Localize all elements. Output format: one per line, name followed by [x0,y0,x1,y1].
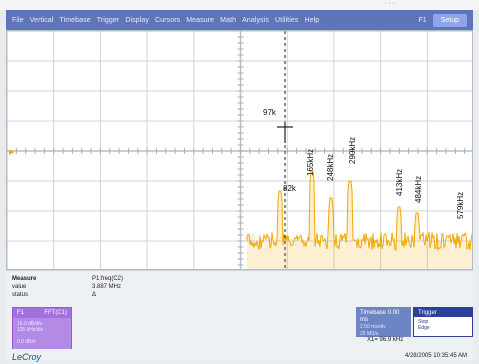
fft-trace [246,170,472,269]
measure-status-label: status [12,292,29,298]
trigger-line1: Stop [418,319,429,325]
p1-value: 3.887 MHz [92,284,122,290]
trigger-line2: Edge [418,325,430,331]
f1-line2: 125 kHz/div [17,327,44,333]
menu-utilities[interactable]: Utilities [275,16,299,24]
peak-label: 579kHz [456,192,465,219]
f1-function: FFT(C1) [44,310,67,316]
trigger-label: Trigger [418,309,437,316]
menu-help[interactable]: Help [304,16,320,24]
measure-value-label: value [12,284,27,290]
placeholder-dot: · [258,279,261,285]
timebase-descriptor[interactable]: Timebase 0.00 ms 2.50 ms/div 25 MS/s [356,307,411,337]
trace-fill [247,171,472,269]
peak-label: 165kHz [306,149,315,176]
menu-right-label[interactable]: F1 [418,16,427,24]
trigger-descriptor[interactable]: Trigger Stop Edge [413,307,473,337]
fft-plot: ▶ 97k 82k 165kHz 248kHz 290kHz 413kHz 484kHz 579… [7,31,472,269]
peak-label: 413kHz [395,169,404,196]
placeholder-dot: · [203,279,206,285]
peak-label: 484kHz [414,176,423,203]
menu-trigger[interactable]: Trigger [96,16,120,24]
scope-display[interactable]: ▶ 97k 82k 165kHz 248kHz 290kHz 413kHz 484kHz 579… [6,30,473,270]
cursor-readout: X1= 96.9 kHz [367,337,404,343]
timebase-line1: 2.50 ms/div [360,324,386,330]
menu-math[interactable]: Math [220,16,237,24]
peak-label: 82k [283,184,297,193]
f1-header: F1 FFT(C1) [13,308,71,318]
f1-descriptor[interactable]: F1 FFT(C1) 10.0 dB/div 125 kHz/div 0.0 d… [12,307,72,349]
trigger-body: Stop Edge [414,317,472,333]
menu-file[interactable]: File [12,16,24,24]
p1-name: P1:freq(C2) [92,276,124,282]
lecroy-logo: LeCroy [12,352,42,362]
trace-line [246,170,472,252]
cursor-label: 97k [263,108,277,117]
peak-label: 248kHz [326,154,335,181]
placeholder-dot: · [423,279,426,285]
placeholder-dot: · [341,279,344,285]
measure-title: Measure [12,276,37,282]
timebase-line2: 25 MS/s [360,331,379,337]
placeholder-dot: · [368,279,371,285]
f1-bottom: 0.0 dBm [17,339,36,345]
measure-placeholders: · · · · · · · · · · [176,279,426,287]
title-strip: · · · [0,0,479,10]
placeholder-dot: · [231,279,234,285]
menu-bar: File Vertical Timebase Trigger Display C… [6,10,473,30]
f1-body: 10.0 dB/div 125 kHz/div 0.0 dBm [13,318,71,349]
status-panel: Measure value status P1:freq(C2) 3.887 M… [6,270,473,362]
f1-title: F1 [17,310,25,316]
setup-button[interactable]: Setup [432,13,467,27]
placeholder-dot: · [176,279,178,285]
timebase-line: Timebase 0.00 ms [360,310,407,324]
plot-grid [7,31,472,269]
placeholder-dot: · [313,279,316,285]
timestamp: 4/28/2005 10:35:45 AM [404,353,467,359]
measure-p1[interactable]: P1:freq(C2) 3.887 MHz Δ [92,275,123,299]
window-glyph: · · · [384,0,395,7]
timebase-label: Timebase [360,310,387,316]
plot-overlay: ▶ 97k 82k 165kHz 248kHz 290kHz 413kHz 484kHz 579… [7,31,472,269]
trigger-header: Trigger [414,308,472,317]
menu-analysis[interactable]: Analysis [242,16,270,24]
menu-measure[interactable]: Measure [186,16,215,24]
peak-label: 290kHz [348,137,357,164]
menu-cursors[interactable]: Cursors [155,16,181,24]
measure-labels: Measure value status [12,275,36,299]
menu-timebase[interactable]: Timebase [59,16,91,24]
p1-status: Δ [92,292,97,298]
f1-line1: 10.0 dB/div [17,321,43,327]
placeholder-dot: · [396,279,399,285]
ground-marker: ▶ [9,149,15,156]
menu-display[interactable]: Display [125,16,150,24]
timebase-value: 0.00 ms [360,310,400,323]
placeholder-dot: · [286,279,289,285]
menu-vertical[interactable]: Vertical [29,16,54,24]
